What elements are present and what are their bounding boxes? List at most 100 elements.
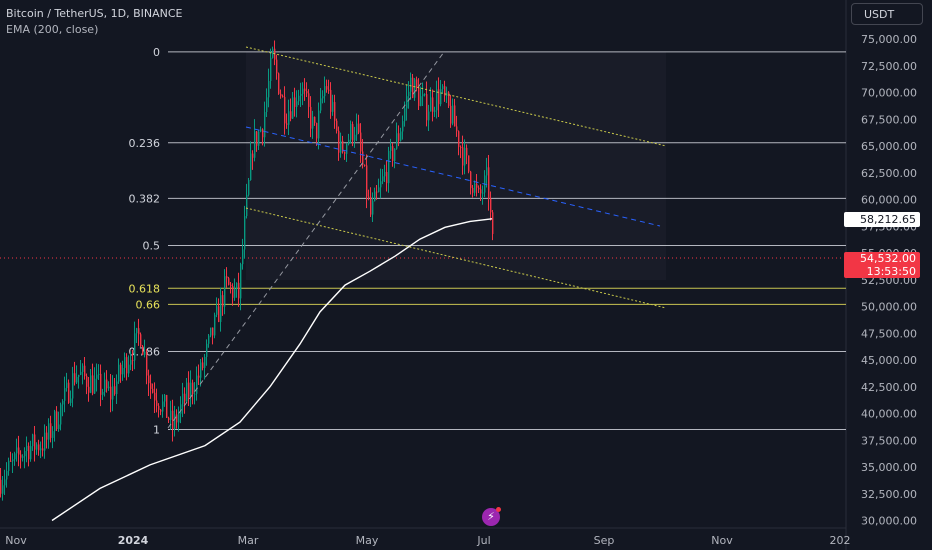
candle-body xyxy=(230,284,232,287)
candle-body xyxy=(196,375,198,394)
candle-body xyxy=(66,382,68,389)
candle-body xyxy=(380,181,382,188)
candle-body xyxy=(58,424,60,430)
candle-body xyxy=(10,460,12,462)
candle-body xyxy=(300,94,302,96)
candle-body xyxy=(34,434,36,450)
candle-body xyxy=(412,77,414,98)
price-axis-label: 37,500.00 xyxy=(861,434,917,447)
candle-body xyxy=(118,364,120,382)
candle-body xyxy=(64,388,66,401)
candle-body xyxy=(400,131,402,141)
candle-body xyxy=(326,86,328,90)
candle-body xyxy=(482,192,484,194)
candle-body xyxy=(424,94,426,96)
time-axis-label: Nov xyxy=(711,534,733,547)
fib-level-label: 0.236 xyxy=(129,137,161,150)
time-axis-label: May xyxy=(356,534,379,547)
candle-body xyxy=(468,155,470,172)
price-axis-label: 32,500.00 xyxy=(861,488,917,501)
candle-body xyxy=(426,94,428,121)
candle-body xyxy=(254,131,256,158)
candle-body xyxy=(342,140,344,153)
candle-body xyxy=(26,445,28,452)
candle-body xyxy=(476,183,478,188)
time-axis-label: Sep xyxy=(594,534,615,547)
candle-body xyxy=(104,379,106,392)
candle-body xyxy=(140,334,142,347)
candle-body xyxy=(68,382,70,403)
candle-body xyxy=(144,351,146,355)
price-axis-label: 70,000.00 xyxy=(861,87,917,100)
candle-body xyxy=(116,381,118,395)
candle-body xyxy=(460,147,462,149)
candle-body xyxy=(38,444,40,451)
candle-body xyxy=(260,129,262,132)
candle-body xyxy=(448,92,450,106)
candle-body xyxy=(466,147,468,156)
candle-body xyxy=(208,335,210,344)
candle-body xyxy=(120,364,122,375)
lightning-icon[interactable]: ⚡ xyxy=(482,507,501,526)
candle-body xyxy=(184,393,186,402)
candle-body xyxy=(136,328,138,334)
candle-body xyxy=(420,96,422,107)
candle-body xyxy=(352,124,354,141)
candle-body xyxy=(402,121,404,132)
candle-body xyxy=(188,382,190,397)
candle-body xyxy=(318,110,320,139)
candle-body xyxy=(470,171,472,188)
candle-body xyxy=(240,264,242,299)
candle-body xyxy=(434,110,436,112)
candle-body xyxy=(132,359,134,361)
candle-body xyxy=(160,409,162,412)
candle-body xyxy=(6,470,8,480)
candle-body xyxy=(422,94,424,97)
chart-header: Bitcoin / TetherUS, 1D, BINANCE EMA (200… xyxy=(6,6,183,38)
candle-body xyxy=(90,375,92,393)
candle-body xyxy=(102,391,104,395)
fib-level-label: 0.618 xyxy=(129,282,161,295)
candle-body xyxy=(304,88,306,92)
candle-body xyxy=(224,276,226,307)
candle-body xyxy=(432,97,434,112)
candle-body xyxy=(52,431,54,438)
trend-dashed-line xyxy=(167,51,445,429)
candle-body xyxy=(76,376,78,383)
symbol-title[interactable]: Bitcoin / TetherUS, 1D, BINANCE xyxy=(6,7,183,20)
price-axis-label: 47,500.00 xyxy=(861,327,917,340)
candle-body xyxy=(158,405,160,410)
candle-body xyxy=(464,147,466,166)
candle-body xyxy=(164,394,166,402)
candle-body xyxy=(354,134,356,141)
candle-body xyxy=(282,96,284,98)
candle-body xyxy=(62,400,64,405)
candle-body xyxy=(358,123,360,133)
time-axis-label: 2024 xyxy=(118,534,149,547)
candle-body xyxy=(82,365,84,372)
indicator-label[interactable]: EMA (200, close) xyxy=(6,23,99,36)
candle-body xyxy=(202,362,204,368)
candle-body xyxy=(198,375,200,378)
candle-body xyxy=(312,116,314,129)
candle-body xyxy=(474,183,476,193)
candle-body xyxy=(200,362,202,378)
candle-body xyxy=(306,91,308,94)
candle-body xyxy=(298,95,300,102)
candle-body xyxy=(256,131,258,146)
candle-body xyxy=(180,404,182,414)
fib-level-label: 0.382 xyxy=(129,192,161,205)
candle-body xyxy=(42,448,44,451)
candle-body xyxy=(416,79,418,88)
candle-body xyxy=(44,432,46,451)
candle-body xyxy=(206,343,208,357)
fib-level-label: 1 xyxy=(153,424,160,437)
candle-body xyxy=(204,356,206,368)
candle-body xyxy=(428,111,430,121)
candle-body xyxy=(340,140,342,153)
candle-body xyxy=(490,198,492,213)
candle-body xyxy=(410,77,412,92)
candle-body xyxy=(148,375,150,384)
currency-button[interactable]: USDT xyxy=(851,3,923,25)
